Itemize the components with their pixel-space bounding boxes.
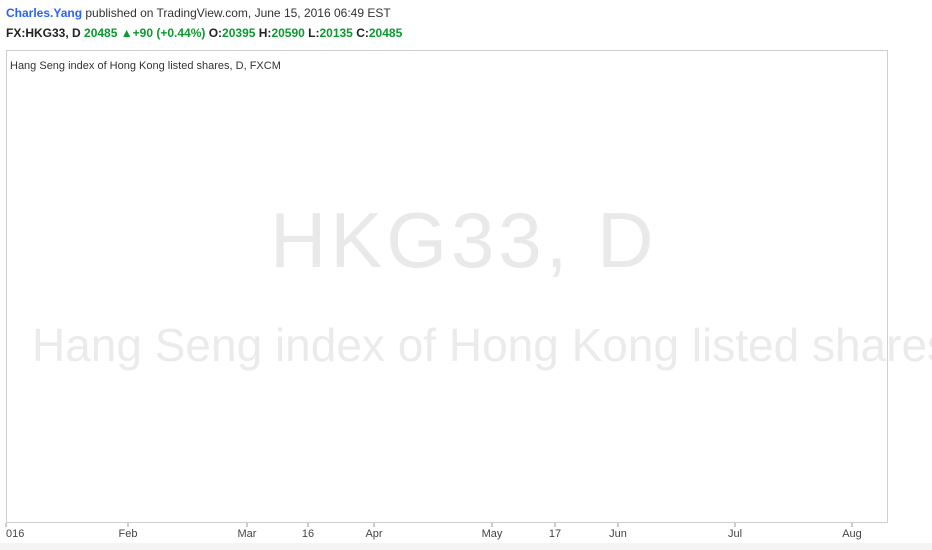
publish-info: Charles.Yang published on TradingView.co… [6, 6, 391, 20]
chart-title: Hang Seng index of Hong Kong listed shar… [10, 60, 281, 72]
x-tick-label: 16 [302, 528, 314, 540]
author-link[interactable]: Charles.Yang [6, 6, 83, 20]
symbol-watermark: HKG33, D [270, 196, 658, 284]
x-tick-label: Feb [119, 528, 138, 540]
high-value: 20590 [271, 26, 305, 40]
x-tick-label: Mar [238, 528, 257, 540]
bottom-strip [0, 543, 932, 550]
header-bar: Charles.Yang published on TradingView.co… [0, 0, 932, 48]
x-tick-label: Jul [728, 528, 742, 540]
last-price: 20485 [84, 26, 118, 40]
chart-pane[interactable] [6, 50, 888, 523]
publish-text: published on TradingView.com, June 15, 2… [82, 6, 391, 20]
x-tick-label: Aug [842, 528, 862, 540]
quote-line: FX:HKG33, D 20485 ▲+90 (+0.44%) O:20395 … [6, 26, 402, 40]
x-tick-label: 016 [6, 528, 24, 540]
x-tick-label: 17 [549, 528, 561, 540]
low-value: 20135 [319, 26, 353, 40]
x-tick-label: Apr [365, 528, 382, 540]
open-label: O: [208, 26, 223, 40]
symbol-label: FX:HKG33, D [6, 26, 81, 40]
close-label: C: [356, 26, 369, 40]
price-change: +90 (+0.44%) [132, 26, 206, 40]
low-label: L: [308, 26, 320, 40]
high-label: H: [258, 26, 272, 40]
x-tick-label: May [482, 528, 503, 540]
x-tick-label: Jun [609, 528, 627, 540]
up-arrow-icon: ▲ [120, 26, 133, 40]
description-watermark: Hang Seng index of Hong Kong listed shar… [32, 319, 932, 371]
close-value: 20485 [368, 26, 403, 40]
axes: 1760018000184001880019200196002000020400… [5, 523, 862, 540]
open-value: 20395 [222, 26, 256, 40]
